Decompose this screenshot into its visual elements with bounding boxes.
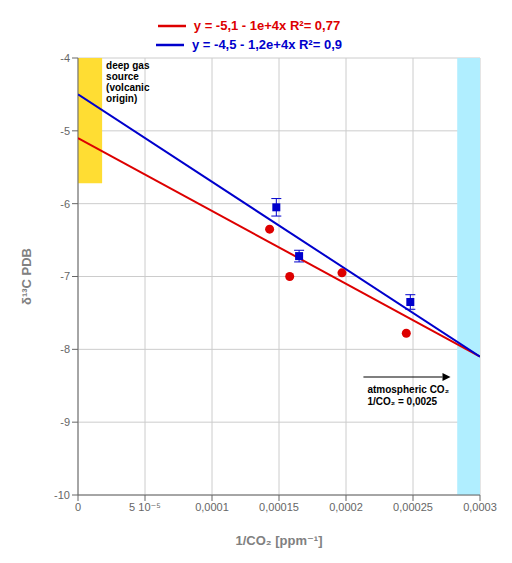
svg-text:-6: -6 [60,198,70,210]
svg-text:-9: -9 [60,416,70,428]
html-text:y = -4,5 - 1,2e+4x R²= 0,9: y = -4,5 - 1,2e+4x R²= 0,9 [192,37,342,52]
svg-text:0,00025: 0,00025 [393,501,433,513]
svg-text:0: 0 [75,501,81,513]
html-text:y = -5,1 - 1e+4x R²= 0,77: y = -5,1 - 1e+4x R²= 0,77 [193,18,341,33]
svg-text:1/CO₂ [ppm⁻¹]: 1/CO₂ [ppm⁻¹] [235,533,322,548]
svg-text:0,0003: 0,0003 [463,501,497,513]
svg-text:-10: -10 [54,489,70,501]
svg-text:-7: -7 [60,270,70,282]
svg-text:5 10⁻⁵: 5 10⁻⁵ [129,501,161,513]
svg-text:-4: -4 [60,52,70,64]
svg-text:-5: -5 [60,125,70,137]
svg-text:0,0002: 0,0002 [329,501,363,513]
svg-text:deep gassource(volcanicorigin): deep gassource(volcanicorigin) [106,60,150,104]
svg-text:-8: -8 [60,343,70,355]
svg-text:0,0001: 0,0001 [195,501,229,513]
svg-text:δ¹³C PDB: δ¹³C PDB [19,248,34,305]
svg-text:0,00015: 0,00015 [259,501,299,513]
svg-text:atmospheric CO₂1/CO₂ = 0,0025: atmospheric CO₂1/CO₂ = 0,0025 [367,384,449,407]
